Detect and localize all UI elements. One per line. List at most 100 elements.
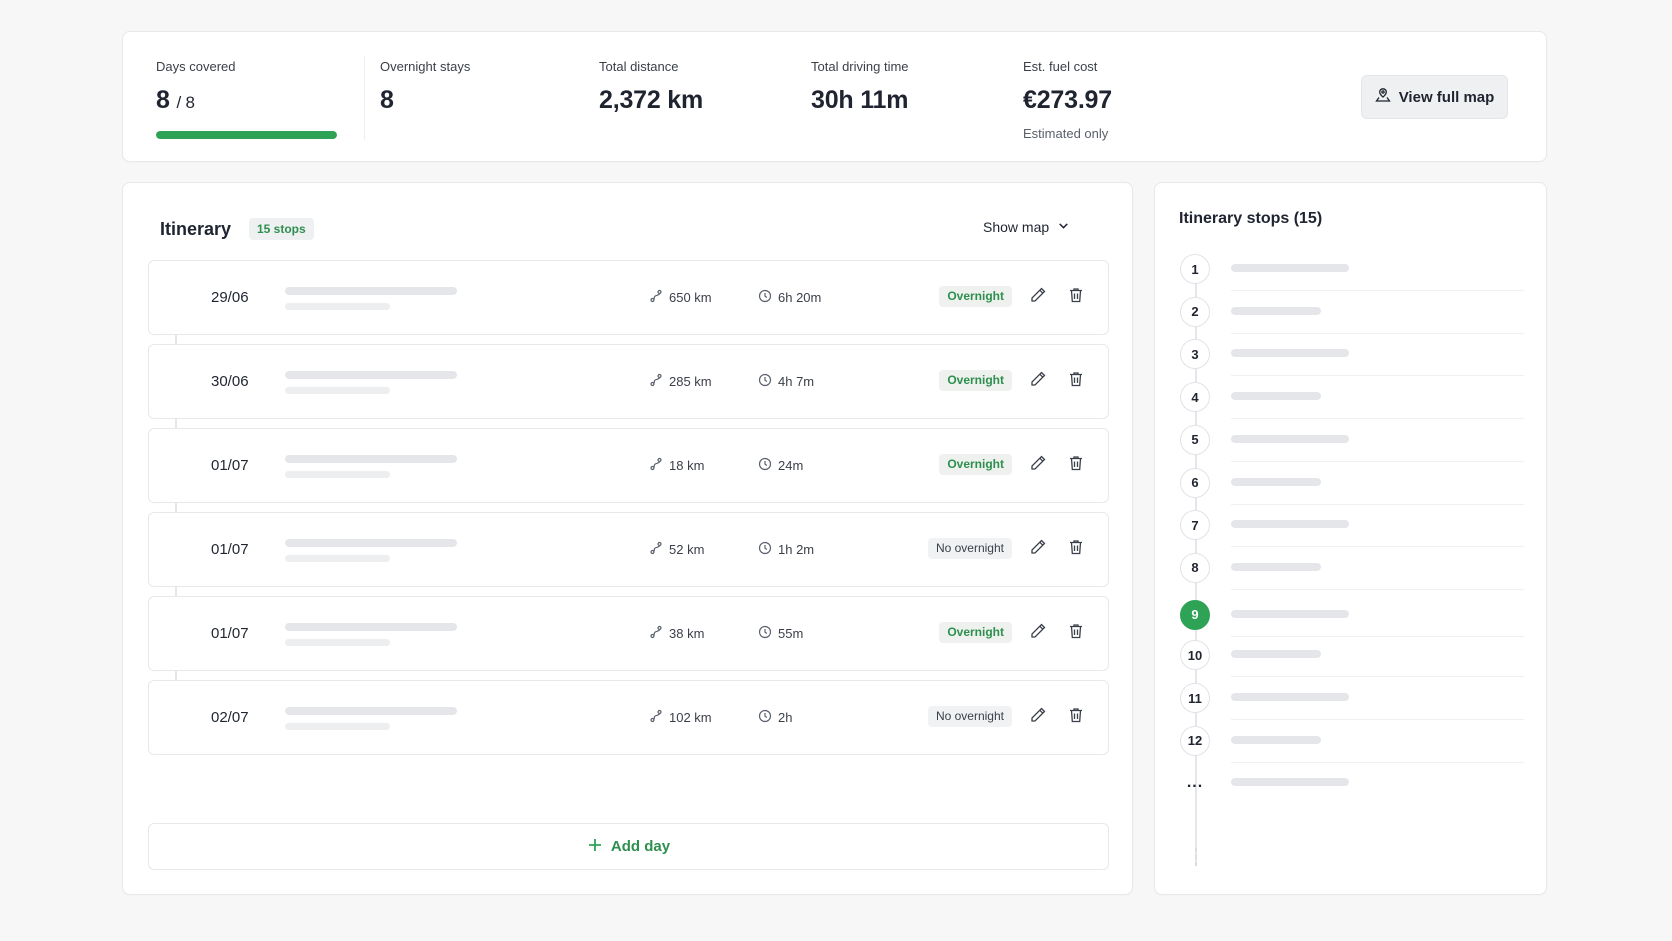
- edit-button[interactable]: [1026, 453, 1050, 477]
- stop-item[interactable]: 6: [1155, 465, 1548, 511]
- stop-number-badge: 6: [1180, 467, 1210, 498]
- stop-item[interactable]: 1: [1155, 251, 1548, 297]
- pencil-icon: [1029, 622, 1047, 645]
- overnight-tag: No overnight: [927, 706, 1012, 727]
- itinerary-row[interactable]: 01/07 52 km 1h 2m: [148, 512, 1109, 587]
- delete-button[interactable]: [1064, 705, 1088, 729]
- stop-item[interactable]: 11: [1155, 680, 1548, 726]
- stop-item[interactable]: 9: [1155, 597, 1548, 643]
- stop-item[interactable]: 7: [1155, 507, 1548, 553]
- clock-icon: [758, 625, 772, 642]
- row-date: 29/06: [211, 289, 249, 306]
- stop-divider: [1231, 460, 1524, 462]
- row-duration-value: 1h 2m: [778, 542, 815, 557]
- row-duration-value: 4h 7m: [778, 374, 815, 389]
- row-distance: 285 km: [649, 373, 712, 390]
- stop-divider: [1231, 588, 1524, 590]
- row-distance: 38 km: [649, 625, 704, 642]
- clock-icon: [758, 289, 772, 306]
- stop-item[interactable]: 2: [1155, 294, 1548, 340]
- row-subtitle-placeholder: [285, 555, 390, 562]
- itinerary-row[interactable]: 29/06 650 km 6h 20m: [148, 260, 1109, 335]
- stops-panel-title: Itinerary stops (15): [1179, 210, 1323, 227]
- stop-item[interactable]: 8: [1155, 550, 1548, 596]
- stop-item[interactable]: ...: [1155, 765, 1548, 811]
- overnight-stays-label: Overnight stays: [380, 59, 471, 74]
- stop-name-placeholder: [1231, 562, 1321, 571]
- stop-name-placeholder: [1231, 434, 1349, 443]
- fuel-cost-label: Est. fuel cost: [1023, 59, 1098, 74]
- stops-count-badge: 15 stops: [249, 218, 314, 240]
- itinerary-row[interactable]: 01/07 18 km 24m O: [148, 428, 1109, 503]
- edit-button[interactable]: [1026, 285, 1050, 309]
- delete-button[interactable]: [1064, 621, 1088, 645]
- overnight-stays-value: 8: [380, 86, 394, 114]
- stop-divider: [1231, 761, 1524, 763]
- route-icon: [649, 373, 663, 390]
- stop-number-badge: 4: [1180, 382, 1210, 413]
- days-covered-label: Days covered: [156, 59, 236, 74]
- view-full-map-button[interactable]: View full map: [1361, 75, 1508, 119]
- add-day-label: Add day: [610, 838, 671, 855]
- row-duration: 2h: [758, 709, 792, 726]
- stop-number-badge: 5: [1180, 424, 1210, 455]
- edit-button[interactable]: [1026, 369, 1050, 393]
- stop-name-placeholder: [1231, 609, 1349, 618]
- show-map-label: Show map: [983, 219, 1050, 235]
- itinerary-row[interactable]: 02/07 102 km 2h N: [148, 680, 1109, 755]
- days-covered-total: / 8: [176, 93, 195, 112]
- stop-divider: [1231, 290, 1524, 291]
- delete-button[interactable]: [1064, 285, 1088, 309]
- overnight-tag: Overnight: [939, 370, 1012, 391]
- delete-button[interactable]: [1064, 369, 1088, 393]
- itinerary-row[interactable]: 30/06 285 km 4h 7m: [148, 344, 1109, 419]
- stop-divider: [1231, 375, 1524, 377]
- trip-summary-card: Days covered 8 / 8 Overnight stays 8 Tot…: [122, 31, 1547, 162]
- stat-divider: [364, 56, 365, 140]
- stop-number-badge: 1: [1180, 254, 1210, 284]
- row-subtitle-placeholder: [285, 303, 390, 310]
- clock-icon: [758, 457, 772, 474]
- stop-number-badge: 7: [1180, 510, 1210, 541]
- total-driving-time-label: Total driving time: [811, 59, 909, 74]
- view-full-map-label: View full map: [1398, 88, 1495, 106]
- stop-name-placeholder: [1231, 349, 1349, 358]
- stop-item[interactable]: 12: [1155, 723, 1548, 769]
- total-distance-label: Total distance: [599, 59, 679, 74]
- row-date: 30/06: [211, 373, 249, 390]
- edit-button[interactable]: [1026, 537, 1050, 561]
- edit-button[interactable]: [1026, 621, 1050, 645]
- days-covered-progress: [156, 131, 337, 139]
- row-title-placeholder: [285, 287, 457, 295]
- show-map-toggle[interactable]: Show map: [983, 219, 1070, 235]
- row-distance: 102 km: [649, 709, 712, 726]
- add-day-button[interactable]: Add day: [148, 823, 1109, 870]
- delete-button[interactable]: [1064, 453, 1088, 477]
- stop-item[interactable]: 4: [1155, 379, 1548, 425]
- delete-button[interactable]: [1064, 537, 1088, 561]
- row-distance: 52 km: [649, 541, 704, 558]
- row-duration-value: 6h 20m: [778, 290, 822, 305]
- plus-icon: [587, 837, 603, 857]
- stop-divider: [1231, 332, 1524, 334]
- fuel-cost-value: €273.97: [1023, 86, 1112, 114]
- clock-icon: [758, 373, 772, 390]
- route-icon: [649, 709, 663, 726]
- stop-item[interactable]: 10: [1155, 637, 1548, 683]
- edit-button[interactable]: [1026, 705, 1050, 729]
- stop-item[interactable]: 3: [1155, 336, 1548, 382]
- row-title-placeholder: [285, 707, 457, 715]
- stop-divider: [1231, 635, 1524, 637]
- stop-number-badge: ...: [1186, 774, 1204, 792]
- stop-name-placeholder: [1231, 650, 1321, 659]
- row-title-placeholder: [285, 371, 457, 379]
- route-icon: [649, 625, 663, 642]
- days-covered-value: 8 / 8: [156, 86, 195, 115]
- itinerary-row[interactable]: 01/07 38 km 55m O: [148, 596, 1109, 671]
- total-distance-value: 2,372 km: [599, 86, 704, 114]
- overnight-tag: Overnight: [939, 622, 1012, 643]
- stop-item[interactable]: 5: [1155, 422, 1548, 468]
- stop-divider: [1231, 503, 1524, 505]
- row-duration-value: 55m: [778, 626, 804, 641]
- row-duration: 55m: [758, 625, 803, 642]
